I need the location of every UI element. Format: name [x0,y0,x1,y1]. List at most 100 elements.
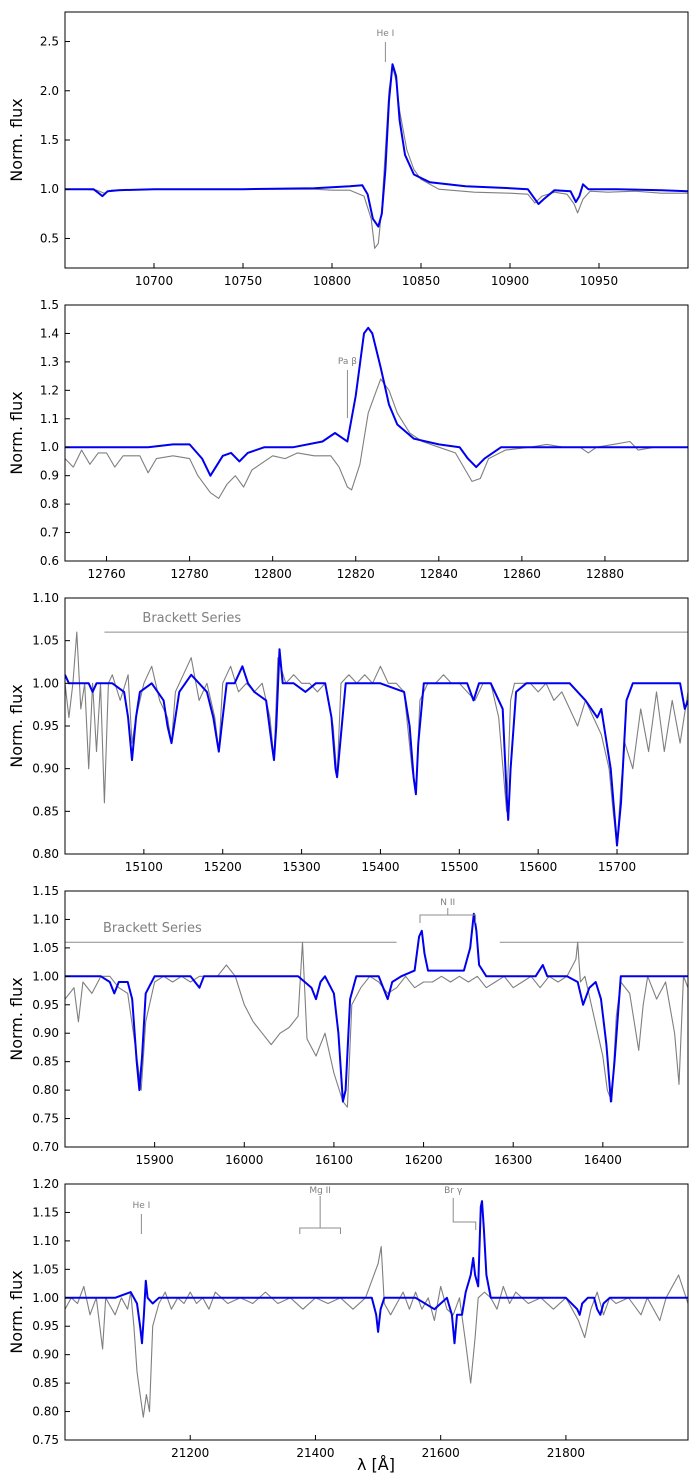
x-tick-label: 10750 [224,274,262,288]
y-tick-label: 0.6 [40,554,59,568]
panel-5-annotation-3-label: Br γ [444,1186,463,1196]
panel-5-annotation-3-marker [452,1198,477,1230]
x-tick-label: 21200 [171,1446,209,1460]
y-tick-label: 1.05 [32,941,59,955]
x-tick-label: 12860 [503,567,541,581]
x-tick-label: 12820 [337,567,375,581]
x-tick-label: 15300 [282,860,320,874]
x-tick-label: 16100 [315,1153,353,1167]
y-tick-label: 1.00 [32,969,59,983]
y-tick-label: 1.2 [40,383,59,397]
y-tick-label: 0.5 [40,231,59,245]
y-tick-label: 0.90 [32,1348,59,1362]
y-tick-label: 0.85 [32,1055,59,1069]
y-tick-label: 0.95 [32,1319,59,1333]
panel-4: Brackett Series N II 15900 16000 16100 16200 1… [7,884,689,1167]
y-tick-label: 1.10 [32,1234,59,1248]
y-tick-label: 1.5 [40,133,59,147]
panel-3-frame [64,597,689,855]
x-tick-label: 15200 [204,860,242,874]
x-tick-label: 10950 [580,274,618,288]
x-tick-label: 16000 [225,1153,263,1167]
y-tick-label: 0.90 [32,1026,59,1040]
x-tick-label: 12760 [87,567,125,581]
x-tick-label: 10800 [313,274,351,288]
panel-1-observed-spectrum [65,65,688,249]
y-tick-label: 0.70 [32,1140,59,1154]
y-tick-label: 0.85 [32,804,59,818]
y-tick-label: 0.75 [32,1433,59,1447]
x-tick-label: 21600 [422,1446,460,1460]
y-tick-label: 1.20 [32,1177,59,1191]
y-axis-label: Norm. flux [7,1270,26,1354]
y-tick-label: 1.1 [40,412,59,426]
panel-4-annotation-3-marker [419,908,477,923]
panel-2: Pa β 12760 12780 12800 12820 12840 12860 12880 0… [7,298,689,581]
x-tick-label: 15600 [519,860,557,874]
y-tick-label: 0.80 [32,847,59,861]
x-tick-label: 16200 [404,1153,442,1167]
panel-4-observed-spectrum [65,941,688,1108]
y-tick-label: 1.0 [40,182,59,196]
panel-4-model-spectrum [65,912,688,1103]
panel-3-observed-spectrum [65,631,688,847]
x-tick-label: 15700 [598,860,636,874]
y-tick-label: 1.00 [32,676,59,690]
panel-5: He I Mg II Br γ 21200 21400 21600 21800 0.75 0.8… [7,1177,689,1460]
panel-5-observed-spectrum [65,1246,688,1418]
y-tick-label: 0.95 [32,998,59,1012]
y-tick-label: 1.3 [40,355,59,369]
panel-2-annotation-1-label: Pa β [338,357,357,367]
y-tick-label: 1.05 [32,1262,59,1276]
panel-1-annotation-1-label: He I [376,29,394,39]
y-tick-label: 1.10 [32,912,59,926]
x-tick-label: 21800 [547,1446,585,1460]
y-tick-label: 0.95 [32,719,59,733]
x-tick-label: 12780 [171,567,209,581]
y-tick-label: 0.7 [40,526,59,540]
y-tick-label: 1.5 [40,298,59,312]
y-tick-label: 0.8 [40,497,59,511]
panel-1-model-spectrum [65,63,688,228]
y-tick-label: 1.15 [32,884,59,898]
y-tick-label: 0.80 [32,1083,59,1097]
panel-4-annotation-1-label: Brackett Series [103,921,202,936]
y-axis-label: Norm. flux [7,977,26,1061]
y-axis-label: Norm. flux [7,391,26,475]
panel-1: He I 10700 10750 10800 10850 10900 10950 0.5 1.0… [7,11,689,288]
panel-3-model-spectrum [65,648,688,847]
panel-3-annotation-1-label: Brackett Series [142,611,241,626]
x-tick-label: 16400 [584,1153,622,1167]
y-tick-label: 0.75 [32,1112,59,1126]
panel-5-annotation-2-label: Mg II [309,1186,331,1196]
panel-5-frame [64,1183,689,1441]
x-tick-label: 10850 [402,274,440,288]
panel-2-frame [64,304,689,562]
y-tick-label: 1.10 [32,591,59,605]
panel-3: Brackett Series 15100 15200 15300 15400 15500… [7,591,689,874]
y-tick-label: 1.4 [40,326,59,340]
panel-5-model-spectrum [65,1200,688,1345]
y-tick-label: 1.0 [40,440,59,454]
panel-2-observed-spectrum [65,378,688,499]
panel-5-annotation-2-marker [299,1196,341,1234]
x-tick-label: 12800 [254,567,292,581]
x-tick-label: 16300 [494,1153,532,1167]
x-tick-label: 15100 [125,860,163,874]
y-tick-label: 0.9 [40,469,59,483]
y-tick-label: 1.00 [32,1291,59,1305]
panel-5-annotation-1-label: He I [132,1201,150,1211]
y-tick-label: 0.90 [32,762,59,776]
y-tick-label: 2.0 [40,84,59,98]
x-tick-label: 12840 [420,567,458,581]
y-axis-label: Norm. flux [7,98,26,182]
y-tick-label: 1.15 [32,1205,59,1219]
x-tick-label: 21400 [296,1446,334,1460]
x-tick-label: 15400 [361,860,399,874]
x-axis-label: λ [Å] [357,1455,395,1474]
x-tick-label: 10700 [135,274,173,288]
panel-4-frame [64,890,689,1148]
x-tick-label: 15900 [136,1153,174,1167]
y-tick-label: 0.80 [32,1405,59,1419]
